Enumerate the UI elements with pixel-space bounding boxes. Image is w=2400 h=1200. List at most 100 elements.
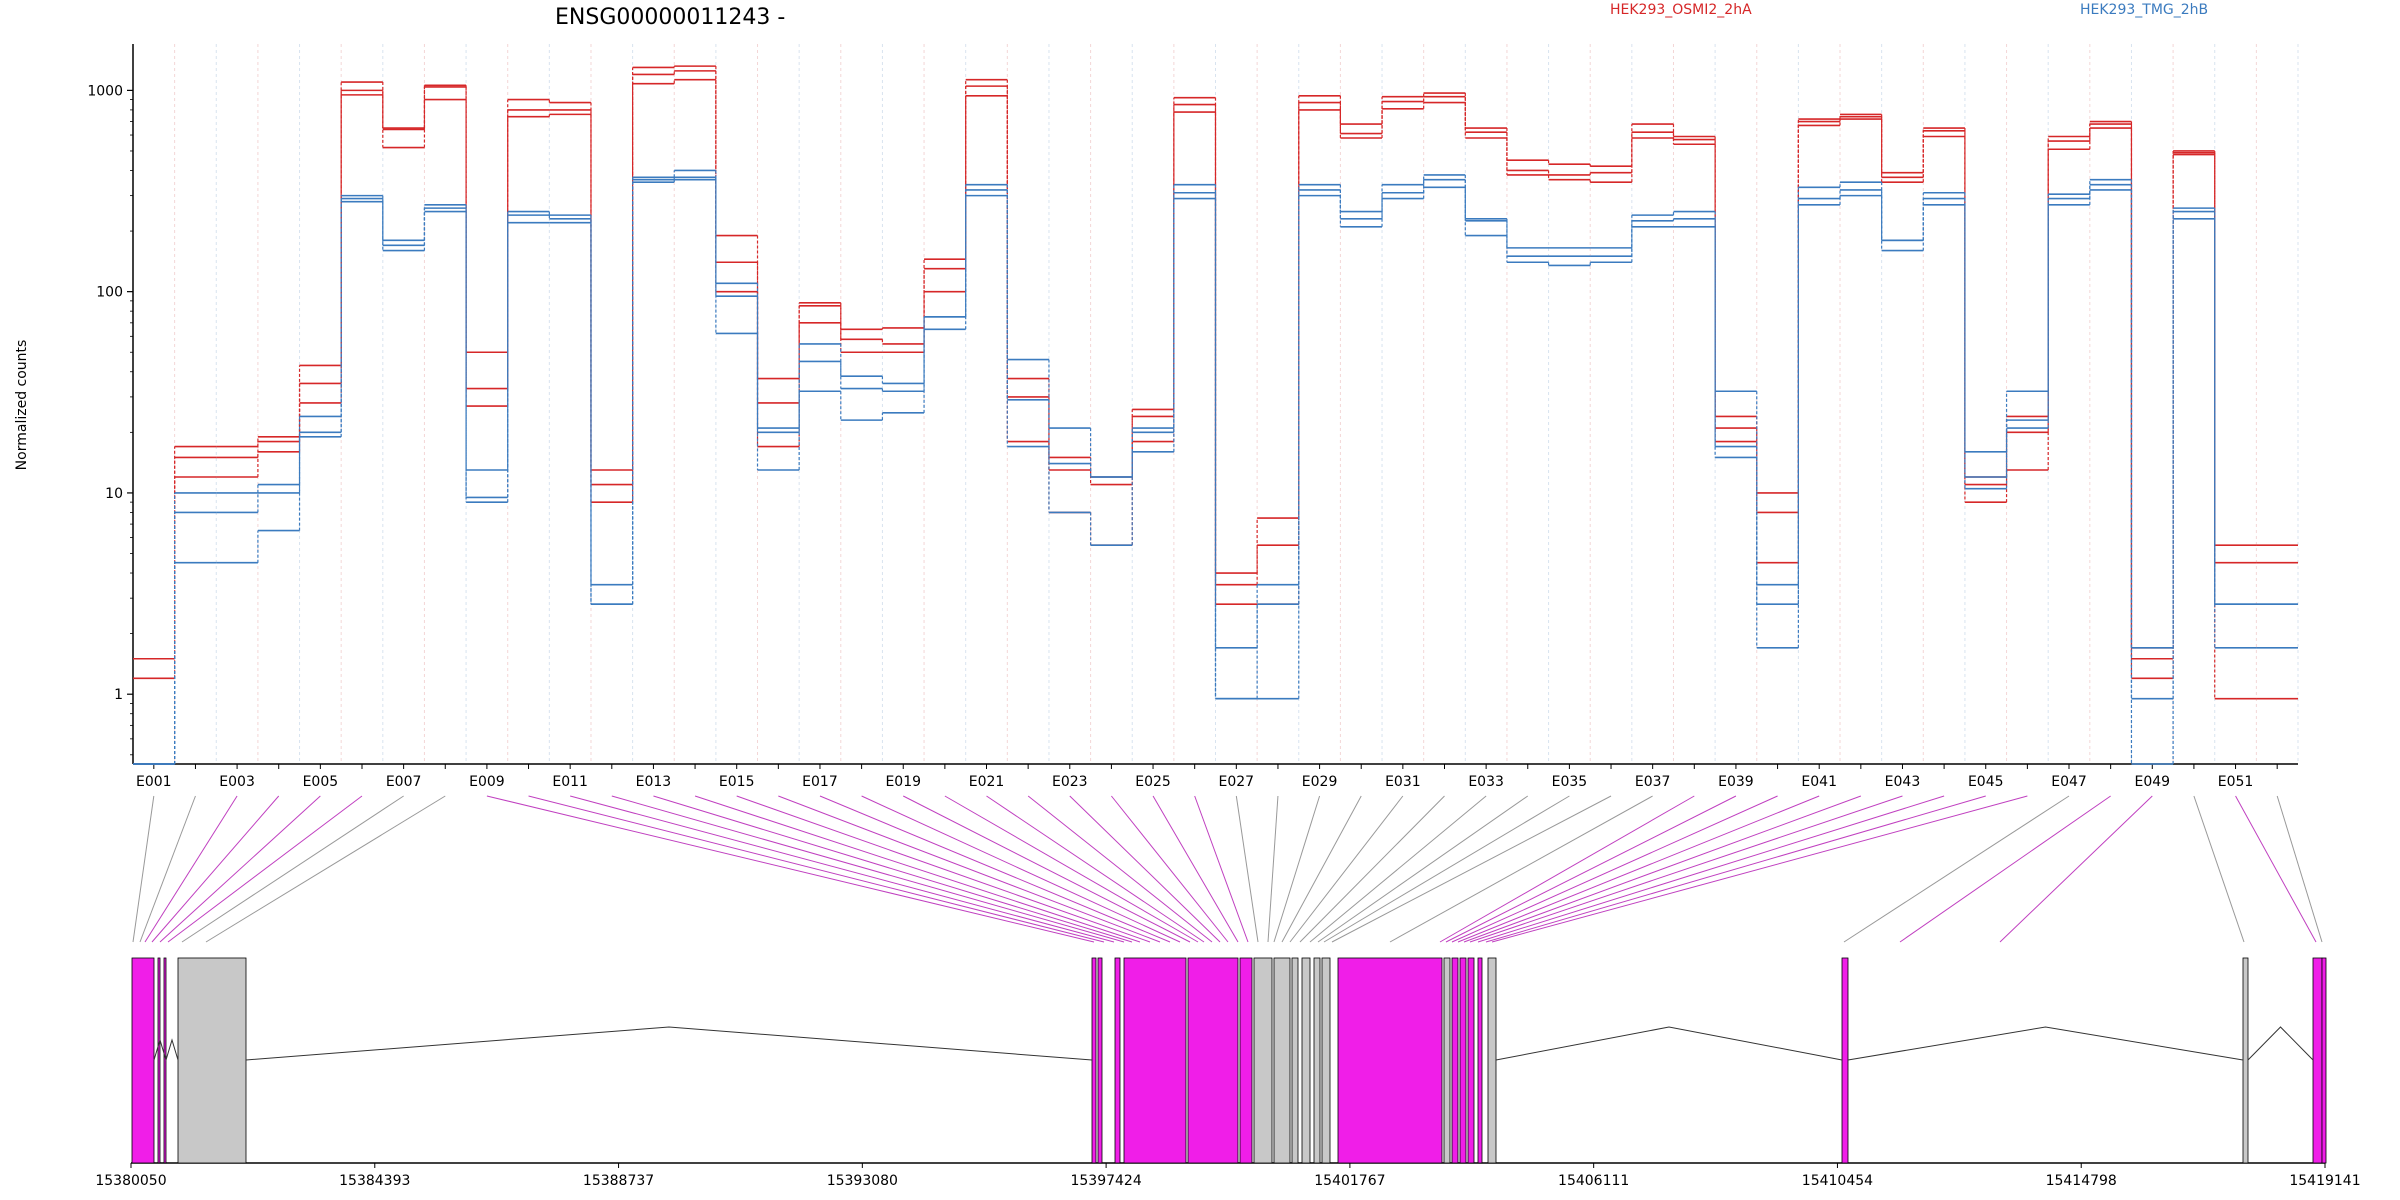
exon-connector: [1027, 795, 1213, 943]
exon-connector: [1317, 795, 1529, 943]
y-tick-label: 10: [105, 486, 123, 502]
gene-coordinate-label: 15388737: [583, 1173, 654, 1189]
gene-coordinate-label: 15384393: [339, 1173, 410, 1189]
axes: 1 10 100 1000 E001 E003 E005 E007 E009 E011 E013 E0…: [87, 44, 2298, 790]
exon-block: [177, 957, 247, 1164]
x-tick-label: E011: [552, 774, 588, 790]
exon-connector: [694, 795, 1141, 943]
exon-block-highlight: [1239, 957, 1253, 1164]
exon-connector: [1843, 795, 2070, 943]
exon-connector: [181, 795, 404, 943]
exon-connector: [778, 795, 1161, 943]
exon-connector: [944, 795, 1199, 943]
exon-connector: [528, 795, 1105, 943]
exon-block-highlight: [1451, 957, 1459, 1164]
x-tick-label: E027: [1219, 774, 1255, 790]
y-tick-label: 100: [96, 285, 123, 301]
exon-connector: [205, 795, 446, 943]
gene-coordinate-label: 15406111: [1558, 1173, 1629, 1189]
x-tick-label: E045: [1968, 774, 2004, 790]
exon-block-highlight: [1841, 957, 1849, 1164]
intron-line: [1495, 1026, 1843, 1061]
exon-block: [1443, 957, 1451, 1164]
exon-block: [1273, 957, 1291, 1164]
x-tick-label: E009: [469, 774, 505, 790]
x-tick-label: E029: [1302, 774, 1338, 790]
exon-block: [2242, 957, 2249, 1164]
x-tick-label: E021: [969, 774, 1005, 790]
gene-coordinate-label: 15393080: [827, 1173, 898, 1189]
exon-block: [1321, 957, 1331, 1164]
intron-line: [153, 1038, 179, 1062]
exon-connector: [132, 795, 155, 943]
exon-connector: [1235, 795, 1259, 943]
x-tick-label: E003: [219, 774, 255, 790]
exon-connector: [1439, 795, 1695, 943]
exon-connector: [653, 795, 1133, 943]
series-layer: [133, 65, 2298, 765]
exon-connector: [1323, 795, 1570, 943]
exon-block-highlight: [1459, 957, 1467, 1164]
exon-connector: [2235, 795, 2317, 943]
x-tick-label: E033: [1468, 774, 1504, 790]
exon-connector: [1267, 795, 1279, 943]
exon-connector: [1463, 795, 1862, 943]
x-tick-label: E039: [1718, 774, 1754, 790]
exon-connector: [1451, 795, 1778, 943]
intron-line: [245, 1026, 1093, 1061]
exon-connector: [1281, 795, 1362, 943]
x-tick-label: E047: [2051, 774, 2087, 790]
exon-block: [1487, 957, 1497, 1164]
series-HEK293_TMG_2hB-rep3: [133, 178, 2298, 765]
x-tick-label: E007: [386, 774, 422, 790]
exon-connector: [1111, 795, 1229, 943]
exon-block-highlight: [1097, 957, 1103, 1164]
exon-connector: [986, 795, 1205, 943]
x-tick-label: E019: [885, 774, 921, 790]
exon-connector: [1194, 795, 1249, 943]
exon-connector: [167, 795, 363, 943]
exon-connector: [1899, 795, 2111, 943]
exon-connector: [1445, 795, 1737, 943]
exon-block-highlight: [1467, 957, 1475, 1164]
exon-connector: [144, 795, 238, 943]
exon-block-highlight: [1187, 957, 1239, 1164]
x-tick-label: E001: [136, 774, 172, 790]
exon-block-highlight: [2321, 957, 2327, 1164]
exon-connector: [159, 795, 321, 943]
exon-connector: [486, 795, 1095, 943]
exon-connector: [1457, 795, 1820, 943]
x-tick-label: E025: [1135, 774, 1171, 790]
legend-item-tmg: HEK293_TMG_2hB: [2080, 2, 2208, 18]
exon-block-highlight: [131, 957, 155, 1164]
x-tick-label: E049: [2134, 774, 2170, 790]
gene-coordinate-label: 15414798: [2046, 1173, 2117, 1189]
legend-item-osmi2: HEK293_OSMI2_2hA: [1610, 2, 1752, 18]
x-tick-label: E037: [1635, 774, 1671, 790]
exon-connector: [1999, 795, 2153, 943]
x-tick-label: E035: [1552, 774, 1588, 790]
intron-line: [2247, 1026, 2314, 1061]
exon-block: [1301, 957, 1311, 1164]
exon-connector: [903, 795, 1191, 943]
exon-connector: [1477, 795, 1945, 943]
exon-connector: [1273, 795, 1321, 943]
intron-line: [1847, 1026, 2244, 1061]
exon-connector: [1485, 795, 1986, 943]
exon-block-highlight: [1477, 957, 1483, 1164]
exon-connector: [1069, 795, 1221, 943]
exon-connector: [1331, 795, 1612, 943]
x-tick-label: E031: [1385, 774, 1421, 790]
gene-coordinate-label: 15397424: [1070, 1173, 1141, 1189]
exon-block-highlight: [157, 957, 161, 1164]
exon-block: [1313, 957, 1321, 1164]
x-tick-label: E041: [1801, 774, 1837, 790]
exon-connector: [1491, 795, 2028, 943]
x-tick-label: E017: [802, 774, 838, 790]
chart-title: ENSG00000011243 -: [555, 5, 785, 30]
exon-connector: [819, 795, 1171, 943]
exon-block-highlight: [1123, 957, 1187, 1164]
exon-connector: [2276, 795, 2323, 943]
gene-coordinate-label: 15410454: [1802, 1173, 1873, 1189]
exon-block-highlight: [1091, 957, 1097, 1164]
